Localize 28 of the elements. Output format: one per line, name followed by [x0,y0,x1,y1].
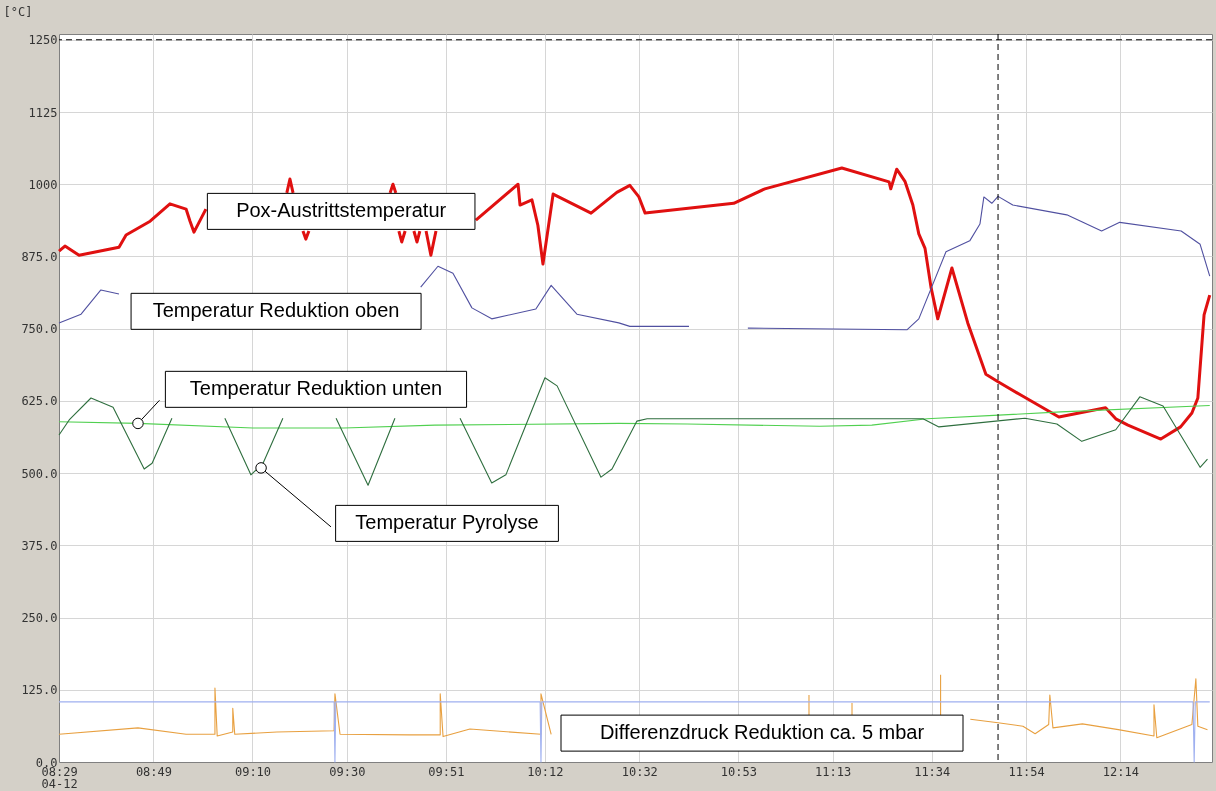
x-tick-label: 12:14 [1102,764,1139,779]
x-tick-label: 11:13 [815,764,852,779]
y-tick-label: 875.0 [21,249,58,264]
y-tick-label: 125.0 [21,683,58,698]
y-tick-label: 750.0 [21,322,58,337]
y-tick-label: 1250 [28,33,58,48]
x-tick-label: 11:34 [914,764,951,779]
y-axis-title: [°C] [3,4,33,19]
series-label: Temperatur Reduktion oben [152,299,400,322]
series-label: Pox-Austrittstemperatur [236,199,447,222]
series-label: Temperatur Pyrolyse [355,511,539,534]
y-tick-label: 1125 [28,105,58,120]
x-tick-label: 11:54 [1008,764,1045,779]
x-tick-label: 09:51 [428,764,465,779]
x-tick-label: 08:49 [135,764,172,779]
x-tick-label: 10:53 [720,764,757,779]
x-tick-label: 09:30 [329,764,366,779]
line-series [58,404,1211,430]
series-label: Differenzdruck Reduktion ca. 5 mbar [599,721,925,744]
x-tick-label: 10:32 [621,764,658,779]
y-tick-label: 375.0 [21,538,58,553]
y-tick-label: 1000 [28,177,58,192]
x-tick-label: 10:12 [527,764,564,779]
y-tick-label: 500.0 [21,466,58,481]
x-tick-label: 09:10 [234,764,272,779]
y-tick-label: 625.0 [21,394,58,409]
y-tick-label: 250.0 [21,611,58,626]
series-label: Temperatur Reduktion unten [189,377,443,400]
